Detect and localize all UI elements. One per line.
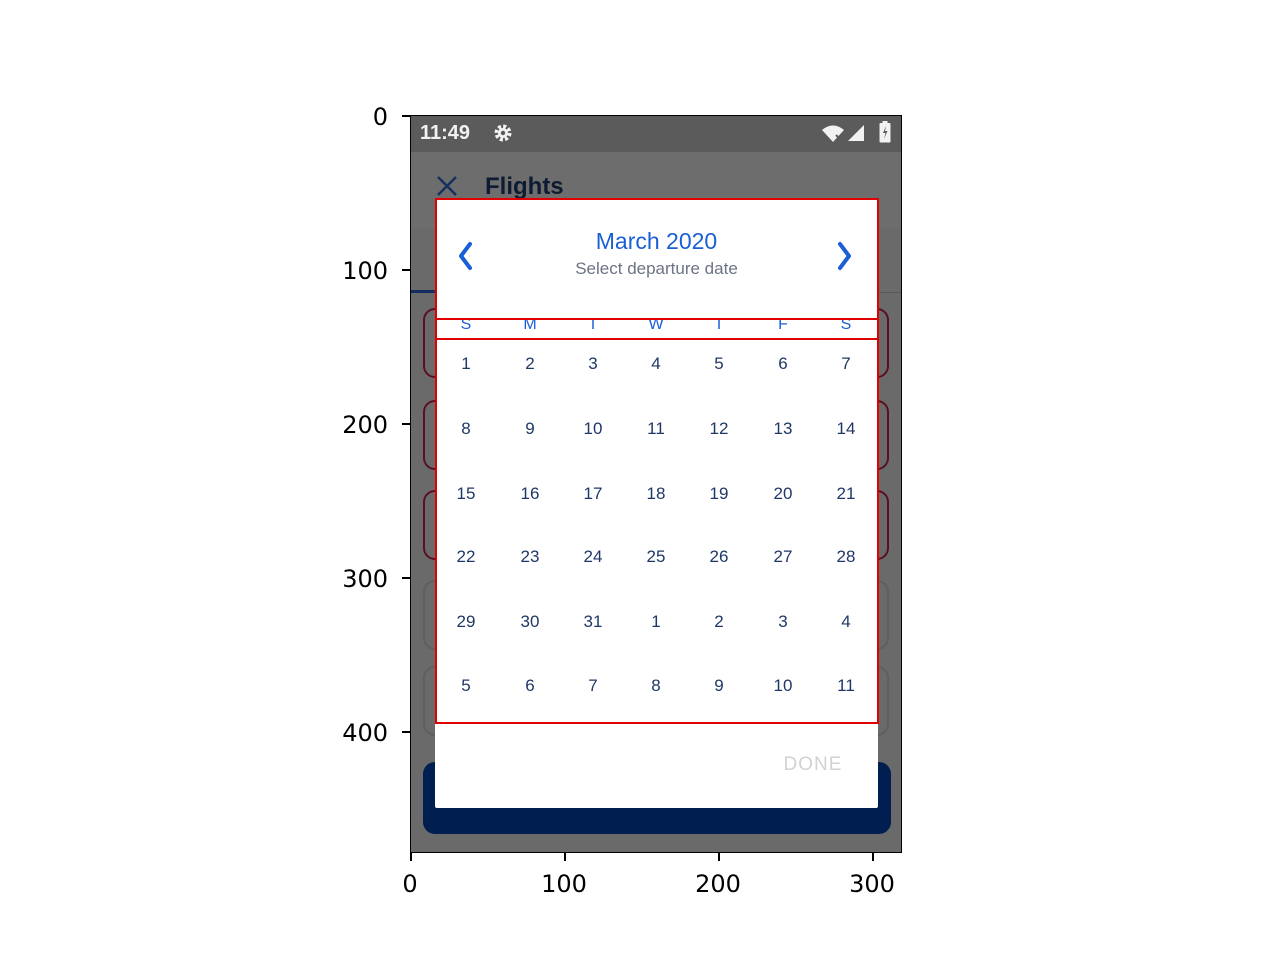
x-axis-tick-label: 100: [541, 870, 587, 898]
calendar-day[interactable]: 21: [836, 484, 856, 503]
calendar-day[interactable]: 23: [520, 547, 540, 566]
y-axis-tick: [402, 269, 410, 271]
calendar-day[interactable]: 5: [461, 676, 471, 695]
calendar-day[interactable]: 9: [714, 676, 724, 695]
calendar-day[interactable]: 3: [588, 354, 598, 373]
y-axis-tick-label: 100: [342, 257, 388, 285]
calendar-day[interactable]: 19: [709, 484, 729, 503]
weekday-header: S M T W T F S: [435, 316, 878, 336]
calendar-day[interactable]: 1: [651, 612, 661, 631]
weekday-label: T: [714, 316, 724, 333]
page-title: Flights: [485, 173, 564, 200]
calendar-day[interactable]: 22: [456, 547, 476, 566]
calendar-day[interactable]: 1: [461, 354, 471, 373]
date-picker-dialog: March 2020 Select departure date S M T W…: [435, 198, 878, 808]
calendar-day[interactable]: 4: [841, 612, 851, 631]
calendar-day[interactable]: 4: [651, 354, 661, 373]
weekday-label: S: [460, 316, 472, 333]
y-axis-tick: [402, 577, 410, 579]
calendar-day[interactable]: 29: [456, 612, 476, 631]
calendar-day[interactable]: 2: [714, 612, 724, 631]
tab-indicator: [411, 290, 441, 293]
calendar-day[interactable]: 25: [646, 547, 666, 566]
y-axis-tick-label: 200: [342, 411, 388, 439]
wifi-icon: [822, 125, 844, 142]
weekday-label: T: [588, 316, 598, 333]
calendar-day[interactable]: 7: [588, 676, 598, 695]
calendar-day[interactable]: 18: [646, 484, 666, 503]
month-title: March 2020: [595, 228, 718, 254]
weekday-label: F: [778, 316, 788, 333]
calendar-day[interactable]: 6: [525, 676, 535, 695]
calendar-day[interactable]: 3: [778, 612, 788, 631]
calendar-day[interactable]: 20: [773, 484, 793, 503]
x-axis-tick: [872, 853, 874, 861]
calendar-day[interactable]: 28: [836, 547, 856, 566]
weekday-label: S: [840, 316, 852, 333]
x-axis-tick: [410, 853, 412, 861]
calendar-day[interactable]: 16: [520, 484, 540, 503]
calendar-day[interactable]: 30: [520, 612, 540, 631]
calendar-day[interactable]: 5: [714, 354, 724, 373]
status-time: 11:49: [420, 122, 471, 144]
calendar-day[interactable]: 2: [525, 354, 535, 373]
close-icon[interactable]: [435, 174, 459, 198]
weekday-label: M: [523, 316, 537, 333]
weekday-label: W: [648, 316, 664, 333]
calendar-day[interactable]: 8: [651, 676, 661, 695]
y-axis-tick: [402, 731, 410, 733]
x-axis-tick: [718, 853, 720, 861]
calendar-day[interactable]: 17: [583, 484, 603, 503]
x-axis-tick-label: 0: [402, 870, 418, 898]
x-axis-tick: [564, 853, 566, 861]
y-axis-tick-label: 400: [342, 719, 388, 747]
status-bar: 11:49: [411, 116, 901, 152]
calendar-day[interactable]: 10: [583, 419, 603, 438]
calendar-day[interactable]: 9: [525, 419, 535, 438]
battery-icon: [879, 121, 891, 143]
y-axis-tick: [402, 115, 410, 117]
calendar-day[interactable]: 14: [836, 419, 856, 438]
signal-icon: [848, 125, 864, 141]
calendar-day[interactable]: 26: [709, 547, 729, 566]
calendar-day[interactable]: 15: [456, 484, 476, 503]
y-axis-tick: [402, 423, 410, 425]
gear-icon: [494, 124, 512, 142]
chevron-left-icon[interactable]: [453, 238, 477, 274]
calendar-day[interactable]: 10: [773, 676, 793, 695]
calendar-day[interactable]: 8: [461, 419, 471, 438]
calendar-day[interactable]: 6: [778, 354, 788, 373]
calendar-day[interactable]: 7: [841, 354, 851, 373]
calendar-day[interactable]: 24: [583, 547, 603, 566]
calendar-day[interactable]: 31: [583, 612, 603, 631]
calendar-day[interactable]: 11: [647, 419, 665, 438]
calendar-day[interactable]: 11: [837, 676, 855, 695]
y-axis-tick-label: 300: [342, 565, 388, 593]
y-axis-tick-label: 0: [372, 103, 388, 131]
x-axis-tick-label: 300: [849, 870, 895, 898]
calendar-day[interactable]: 13: [773, 419, 793, 438]
month-subtitle: Select departure date: [575, 259, 738, 278]
done-button[interactable]: DONE: [783, 754, 843, 775]
chevron-right-icon[interactable]: [833, 238, 857, 274]
calendar-day[interactable]: 27: [773, 547, 793, 566]
calendar-day[interactable]: 12: [709, 419, 729, 438]
x-axis-tick-label: 200: [695, 870, 741, 898]
